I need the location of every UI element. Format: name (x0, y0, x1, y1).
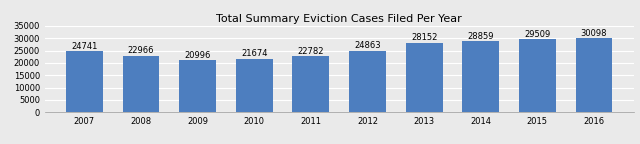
Bar (179, 60, 216, 112)
Text: 22966: 22966 (128, 46, 154, 55)
Bar (349, 51, 386, 112)
Text: 29509: 29509 (524, 30, 550, 39)
Text: 30098: 30098 (580, 29, 607, 38)
Text: 22782: 22782 (298, 47, 324, 56)
Text: 21674: 21674 (241, 49, 268, 58)
Text: 24741: 24741 (71, 42, 98, 51)
Bar (66, 51, 103, 112)
Bar (575, 38, 612, 112)
Bar (519, 39, 556, 112)
Text: 28859: 28859 (467, 32, 494, 41)
Bar (406, 43, 442, 112)
Bar (123, 56, 159, 112)
Text: 20996: 20996 (184, 51, 211, 60)
Text: 24863: 24863 (354, 41, 381, 50)
Bar (236, 59, 273, 112)
Text: 28152: 28152 (411, 33, 437, 42)
Title: Total Summary Eviction Cases Filed Per Year: Total Summary Eviction Cases Filed Per Y… (216, 14, 462, 24)
Bar (462, 41, 499, 112)
Bar (292, 56, 330, 112)
